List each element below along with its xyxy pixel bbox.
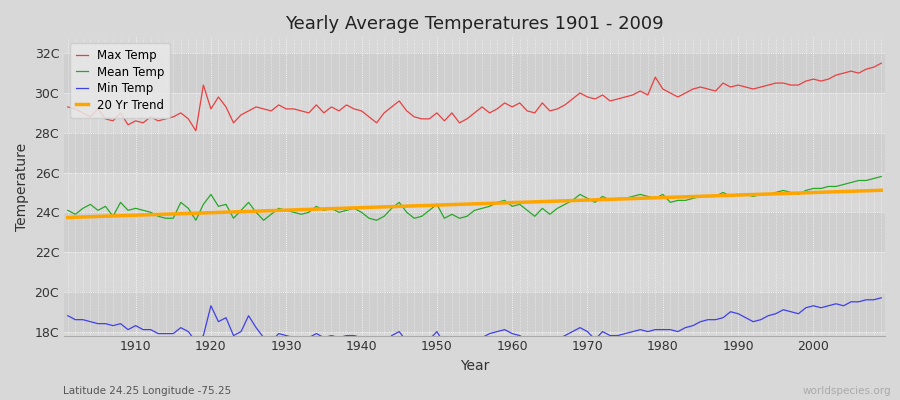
20 Yr Trend <box>122 213 133 218</box>
20 Yr Trend <box>507 200 517 205</box>
Bar <box>64 172 885 212</box>
Bar <box>64 53 885 93</box>
Min Temp <box>454 347 465 352</box>
20 Yr Trend <box>334 206 345 211</box>
Bar <box>64 212 885 252</box>
Min Temp <box>605 333 616 338</box>
20 Yr Trend <box>876 188 886 193</box>
Text: Latitude 24.25 Longitude -75.25: Latitude 24.25 Longitude -75.25 <box>63 386 231 396</box>
20 Yr Trend <box>288 208 299 212</box>
20 Yr Trend <box>62 215 73 220</box>
Title: Yearly Average Temperatures 1901 - 2009: Yearly Average Temperatures 1901 - 2009 <box>285 15 664 33</box>
20 Yr Trend <box>598 197 608 202</box>
Min Temp <box>507 331 517 336</box>
Mean Temp <box>191 218 202 223</box>
Max Temp <box>122 122 133 127</box>
Max Temp <box>62 104 73 109</box>
Mean Temp <box>507 204 517 209</box>
Bar <box>64 292 885 332</box>
Line: Min Temp: Min Temp <box>68 298 881 350</box>
Max Temp <box>191 128 202 133</box>
Bar <box>64 93 885 133</box>
Max Temp <box>507 104 517 109</box>
Min Temp <box>288 335 299 340</box>
Max Temp <box>514 100 525 105</box>
Text: worldspecies.org: worldspecies.org <box>803 386 891 396</box>
Min Temp <box>514 333 525 338</box>
Mean Temp <box>296 212 307 217</box>
Mean Temp <box>605 198 616 203</box>
Max Temp <box>341 102 352 107</box>
Min Temp <box>876 296 886 300</box>
Line: Max Temp: Max Temp <box>68 63 881 131</box>
Y-axis label: Temperature: Temperature <box>15 142 29 230</box>
Bar <box>64 252 885 292</box>
Mean Temp <box>341 208 352 213</box>
Line: 20 Yr Trend: 20 Yr Trend <box>68 190 881 218</box>
Mean Temp <box>514 202 525 207</box>
Min Temp <box>334 335 345 340</box>
Mean Temp <box>122 208 133 213</box>
Max Temp <box>605 98 616 103</box>
Line: Mean Temp: Mean Temp <box>68 176 881 220</box>
20 Yr Trend <box>500 200 510 205</box>
Max Temp <box>876 61 886 66</box>
Legend: Max Temp, Mean Temp, Min Temp, 20 Yr Trend: Max Temp, Mean Temp, Min Temp, 20 Yr Tre… <box>70 43 170 118</box>
Min Temp <box>62 313 73 318</box>
Bar <box>64 133 885 172</box>
Mean Temp <box>876 174 886 179</box>
X-axis label: Year: Year <box>460 359 490 373</box>
Max Temp <box>296 108 307 113</box>
Mean Temp <box>62 208 73 213</box>
Min Temp <box>122 327 133 332</box>
